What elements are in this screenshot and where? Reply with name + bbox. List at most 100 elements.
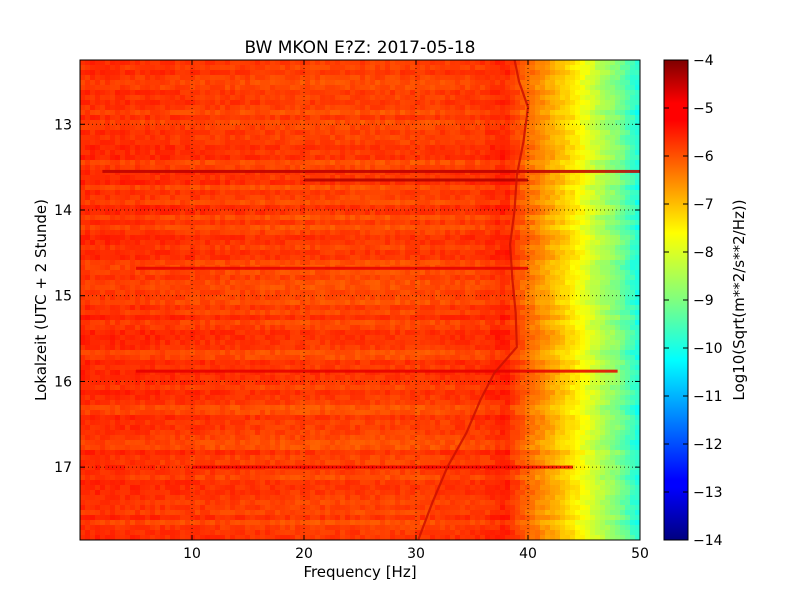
heatmap-cell: [285, 200, 291, 206]
heatmap-cell: [350, 105, 356, 111]
heatmap-cell: [90, 110, 96, 116]
heatmap-cell: [355, 260, 361, 266]
heatmap-cell: [165, 130, 171, 136]
heatmap-cell: [560, 240, 566, 246]
heatmap-cell: [545, 60, 551, 66]
heatmap-cell: [325, 75, 331, 81]
heatmap-cell: [275, 100, 281, 106]
heatmap-cell: [420, 190, 426, 196]
heatmap-cell: [435, 250, 441, 256]
heatmap-cell: [520, 120, 526, 126]
heatmap-cell: [335, 150, 341, 156]
heatmap-cell: [445, 225, 451, 231]
heatmap-cell: [510, 210, 516, 216]
heatmap-cell: [490, 195, 496, 201]
heatmap-cell: [350, 65, 356, 71]
heatmap-cell: [275, 280, 281, 286]
heatmap-cell: [185, 175, 191, 181]
heatmap-cell: [310, 155, 316, 161]
heatmap-cell: [620, 125, 626, 131]
heatmap-cell: [80, 90, 86, 96]
heatmap-cell: [430, 155, 436, 161]
heatmap-cell: [80, 65, 86, 71]
heatmap-cell: [270, 260, 276, 266]
heatmap-cell: [565, 165, 571, 171]
heatmap-cell: [460, 180, 466, 186]
heatmap-cell: [165, 90, 171, 96]
heatmap-cell: [495, 215, 501, 221]
heatmap-cell: [195, 140, 201, 146]
heatmap-cell: [350, 125, 356, 131]
heatmap-cell: [235, 110, 241, 116]
heatmap-cell: [635, 215, 640, 221]
heatmap-cell: [185, 180, 191, 186]
heatmap-cell: [620, 60, 626, 66]
heatmap-cell: [390, 130, 396, 136]
heatmap-cell: [275, 210, 281, 216]
heatmap-cell: [585, 90, 591, 96]
heatmap-cell: [390, 155, 396, 161]
heatmap-cell: [305, 210, 311, 216]
heatmap-cell: [175, 215, 181, 221]
heatmap-cell: [505, 130, 511, 136]
heatmap-cell: [495, 85, 501, 91]
heatmap-cell: [405, 200, 411, 206]
heatmap-cell: [220, 260, 226, 266]
heatmap-cell: [295, 80, 301, 86]
heatmap-cell: [430, 90, 436, 96]
heatmap-cell: [415, 185, 421, 191]
heatmap-cell: [555, 100, 561, 106]
heatmap-cell: [365, 140, 371, 146]
heatmap-cell: [85, 220, 91, 226]
heatmap-cell: [300, 185, 306, 191]
heatmap-cell: [125, 80, 131, 86]
heatmap-cell: [405, 125, 411, 131]
heatmap-cell: [300, 100, 306, 106]
heatmap-cell: [245, 200, 251, 206]
heatmap-cell: [330, 110, 336, 116]
heatmap-cell: [375, 120, 381, 126]
heatmap-cell: [260, 240, 266, 246]
heatmap-cell: [610, 65, 616, 71]
heatmap-cell: [220, 80, 226, 86]
heatmap-cell: [365, 80, 371, 86]
heatmap-cell: [315, 255, 321, 261]
heatmap-cell: [285, 120, 291, 126]
heatmap-cell: [145, 155, 151, 161]
heatmap-cell: [210, 235, 216, 241]
heatmap-cell: [110, 205, 116, 211]
heatmap-cell: [240, 275, 246, 281]
heatmap-cell: [150, 100, 156, 106]
heatmap-cell: [475, 90, 481, 96]
heatmap-cell: [80, 70, 86, 76]
heatmap-cell: [130, 195, 136, 201]
heatmap-cell: [585, 145, 591, 151]
heatmap-cell: [260, 65, 266, 71]
heatmap-cell: [170, 260, 176, 266]
heatmap-cell: [610, 150, 616, 156]
heatmap-cell: [395, 280, 401, 286]
heatmap-cell: [420, 210, 426, 216]
heatmap-cell: [190, 245, 196, 251]
heatmap-cell: [105, 160, 111, 166]
heatmap-cell: [80, 225, 86, 231]
heatmap-cell: [490, 250, 496, 256]
heatmap-cell: [450, 70, 456, 76]
heatmap-cell: [570, 180, 576, 186]
heatmap-cell: [170, 215, 176, 221]
heatmap-cell: [560, 230, 566, 236]
heatmap-cell: [340, 185, 346, 191]
heatmap-cell: [355, 85, 361, 91]
heatmap-cell: [430, 160, 436, 166]
heatmap-cell: [595, 245, 601, 251]
heatmap-cell: [505, 190, 511, 196]
heatmap-cell: [245, 120, 251, 126]
heatmap-cell: [120, 160, 126, 166]
heatmap-cell: [300, 225, 306, 231]
heatmap-cell: [80, 130, 86, 136]
heatmap-cell: [500, 250, 506, 256]
heatmap-cell: [340, 255, 346, 261]
heatmap-cell: [335, 110, 341, 116]
heatmap-cell: [340, 160, 346, 166]
heatmap-cell: [440, 250, 446, 256]
